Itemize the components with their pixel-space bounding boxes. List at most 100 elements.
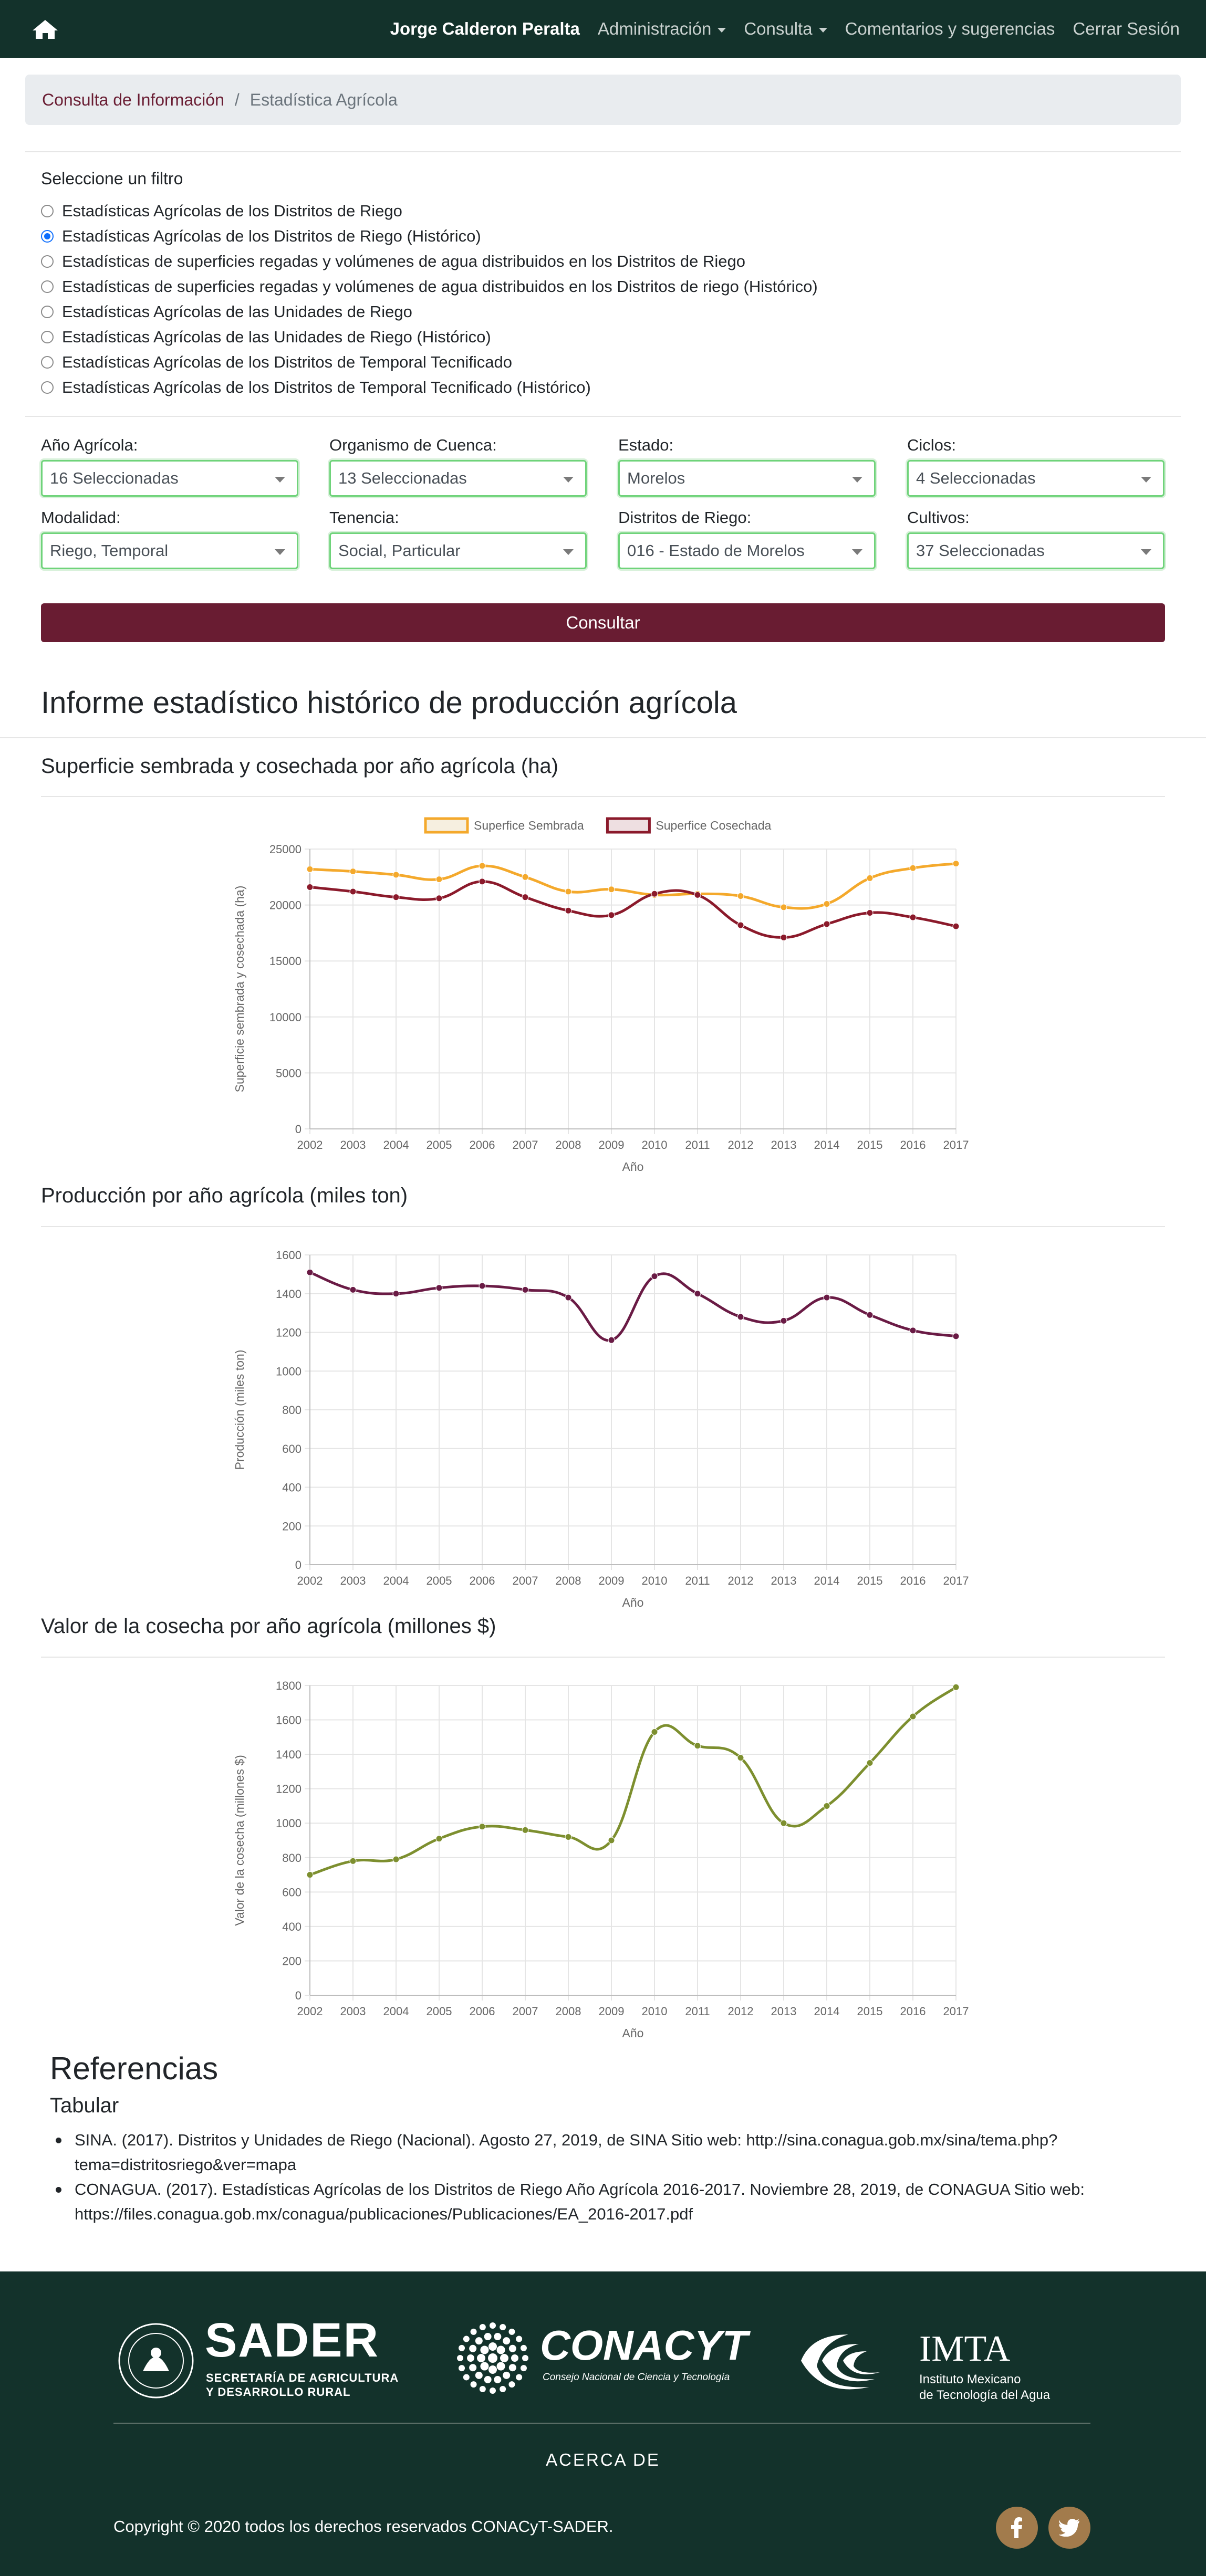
data-point xyxy=(565,888,572,895)
y-tick-label: 600 xyxy=(282,1442,302,1455)
filter-option[interactable]: Estadísticas Agrícolas de los Distritos … xyxy=(41,224,818,249)
data-point xyxy=(608,912,615,919)
imta-name: IMTA xyxy=(919,2329,1011,2369)
chart-valor-svg: 0 200 400 600 800 1000 1200 1400 1600 1800 2002 200… xyxy=(233,1679,969,2040)
filter-option[interactable]: Estadísticas Agrícolas de las Unidades d… xyxy=(41,299,818,324)
breadcrumb-parent-link[interactable]: Consulta de Información xyxy=(42,90,224,109)
nav-comentarios[interactable]: Comentarios y sugerencias xyxy=(845,19,1055,38)
imta-wave-icon xyxy=(801,2334,880,2390)
filter-select[interactable]: 016 - Estado de Morelos xyxy=(618,532,876,569)
filter-select-value: Riego, Temporal xyxy=(50,541,169,560)
radio-button[interactable] xyxy=(41,205,54,217)
consultar-button[interactable]: Consultar xyxy=(41,603,1165,642)
data-point xyxy=(737,893,744,900)
data-point xyxy=(479,1282,486,1290)
copyright-text: Copyright © 2020 todos los derechos rese… xyxy=(113,2517,614,2536)
x-tick-label: 2014 xyxy=(814,1574,840,1587)
y-tick-label: 400 xyxy=(282,1920,302,1933)
divider xyxy=(41,1657,1165,1658)
home-icon[interactable] xyxy=(32,19,59,40)
filter-select-label: Cultivos: xyxy=(907,508,970,527)
filter-select-label: Ciclos: xyxy=(907,436,957,454)
filter-option[interactable]: Estadísticas Agrícolas de los Distritos … xyxy=(41,198,818,224)
radio-button[interactable] xyxy=(41,356,54,369)
filter-option[interactable]: Estadísticas Agrícolas de los Distritos … xyxy=(41,375,818,400)
filter-select-group: Tenencia: Social, Particular xyxy=(329,508,587,569)
x-tick-label: 2002 xyxy=(297,2005,323,2018)
data-point xyxy=(608,1336,615,1344)
filter-option[interactable]: Estadísticas Agrícolas de las Unidades d… xyxy=(41,324,818,350)
acerca-de-link[interactable]: ACERCA DE xyxy=(546,2450,660,2469)
filter-select[interactable]: Social, Particular xyxy=(329,532,587,569)
imta-logo[interactable]: IMTA Instituto Mexicano de Tecnología de… xyxy=(791,2324,1085,2403)
y-tick-label: 1800 xyxy=(276,1679,302,1692)
data-point xyxy=(565,907,572,914)
y-tick-label: 15000 xyxy=(269,955,302,968)
nav-administracion[interactable]: Administración xyxy=(598,19,726,39)
caret-down-icon xyxy=(563,549,574,555)
filter-option[interactable]: Estadísticas de superficies regadas y vo… xyxy=(41,249,818,274)
filter-select-value: 016 - Estado de Morelos xyxy=(627,541,805,560)
data-point xyxy=(522,1286,529,1293)
radio-button[interactable] xyxy=(41,381,54,394)
breadcrumb-separator: / xyxy=(234,90,240,109)
filter-select-group: Año Agrícola: 16 Seleccionadas xyxy=(41,436,298,497)
nav-menu: Jorge Calderon Peralta Administración Co… xyxy=(390,0,1180,58)
filter-select[interactable]: 13 Seleccionadas xyxy=(329,460,587,497)
breadcrumb-current: Estadística Agrícola xyxy=(249,90,398,109)
conacyt-logo[interactable]: CONACYT Consejo Nacional de Ciencia y Te… xyxy=(451,2316,748,2405)
radio-button[interactable] xyxy=(41,255,54,268)
x-tick-label: 2008 xyxy=(556,2005,581,2018)
section-title-produccion: Producción por año agrícola (miles ton) xyxy=(41,1184,408,1207)
nav-cerrar-sesion[interactable]: Cerrar Sesión xyxy=(1073,19,1180,38)
data-point xyxy=(694,1290,701,1297)
filter-select[interactable]: 16 Seleccionadas xyxy=(41,460,298,497)
radio-button[interactable] xyxy=(41,306,54,318)
data-point xyxy=(651,1273,658,1280)
filter-select[interactable]: Morelos xyxy=(618,460,876,497)
filter-option[interactable]: Estadísticas de superficies regadas y vo… xyxy=(41,274,818,299)
chart-valor: 0 200 400 600 800 1000 1200 1400 1600 1800 2002 200… xyxy=(231,1667,977,2045)
x-tick-label: 2007 xyxy=(513,1574,538,1587)
data-point xyxy=(823,1294,830,1301)
data-point xyxy=(392,871,400,878)
y-tick-label: 800 xyxy=(282,1404,302,1417)
imta-line2: de Tecnología del Agua xyxy=(919,2388,1051,2402)
radio-button[interactable] xyxy=(41,331,54,343)
legend-label: Superfice Sembrada xyxy=(474,819,584,832)
filter-select-value: 37 Seleccionadas xyxy=(916,541,1045,560)
facebook-button[interactable] xyxy=(996,2507,1038,2549)
data-point xyxy=(909,1327,917,1334)
series-line xyxy=(309,880,957,939)
data-point xyxy=(522,1826,529,1834)
radio-button[interactable] xyxy=(41,230,54,243)
filter-select[interactable]: 37 Seleccionadas xyxy=(907,532,1165,569)
sader-logo[interactable]: SADER SECRETARÍA DE AGRICULTURA Y DESARR… xyxy=(117,2313,421,2399)
reference-item: CONAGUA. (2017). Estadísticas Agrícolas … xyxy=(56,2177,1172,2226)
y-tick-label: 1000 xyxy=(276,1365,302,1378)
y-tick-label: 1200 xyxy=(276,1326,302,1339)
nav-consulta[interactable]: Consulta xyxy=(744,19,827,39)
filter-select[interactable]: 4 Seleccionadas xyxy=(907,460,1165,497)
caret-down-icon xyxy=(563,477,574,483)
chart-superficie-svg: 0 5000 10000 15000 20000 25000 2002 2003 2004 200… xyxy=(233,817,969,1174)
data-point xyxy=(866,1311,874,1318)
twitter-button[interactable] xyxy=(1048,2507,1090,2549)
x-tick-label: 2011 xyxy=(685,1574,710,1587)
filter-select[interactable]: Riego, Temporal xyxy=(41,532,298,569)
sader-seal-icon xyxy=(118,2323,194,2399)
nav-administracion-label: Administración xyxy=(597,19,712,38)
x-tick-label: 2015 xyxy=(857,1138,883,1151)
data-point xyxy=(349,1857,357,1865)
data-point xyxy=(866,909,874,917)
x-tick-label: 2016 xyxy=(900,2005,926,2018)
filter-title: Seleccione un filtro xyxy=(41,169,183,188)
x-tick-label: 2012 xyxy=(728,2005,754,2018)
y-tick-label: 0 xyxy=(295,1123,302,1136)
radio-button[interactable] xyxy=(41,280,54,293)
nav-user-name[interactable]: Jorge Calderon Peralta xyxy=(390,19,580,38)
filter-option[interactable]: Estadísticas Agrícolas de los Distritos … xyxy=(41,350,818,375)
filter-select-value: 13 Seleccionadas xyxy=(338,469,467,487)
references-subtitle: Tabular xyxy=(50,2094,119,2117)
data-point xyxy=(306,1269,314,1276)
